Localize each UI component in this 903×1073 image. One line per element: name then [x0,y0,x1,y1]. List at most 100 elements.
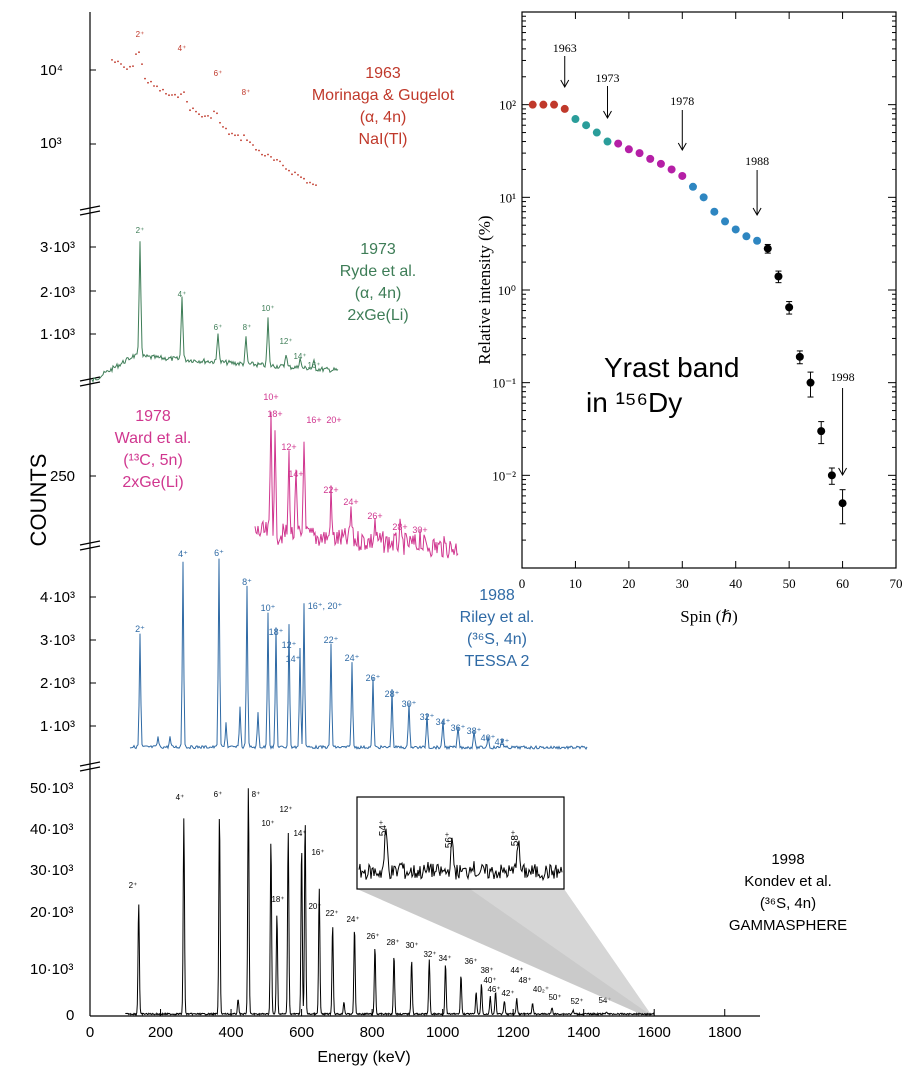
peak-1973-14: 14⁺ [293,352,306,361]
yrast-point-1978 [614,139,623,148]
spectrum-1963-dot [150,80,152,83]
label-1973-year: 1973 [360,241,396,258]
peak-1978-12: 12+ [281,442,296,452]
peak-1998-52: 52⁺ [570,997,583,1006]
spectrum-1963-dot [255,148,257,151]
peak-1988-42: 42⁺ [495,737,510,747]
peak-1998-30: 30⁺ [405,941,418,950]
energy-tick-label: 1600 [638,1024,671,1041]
spectrum-1963-dot [111,59,113,61]
spectrum-1963-dot [309,181,311,184]
inset-peak-56: 56⁺ [444,832,455,848]
peak-1988-24: 24⁺ [345,653,360,663]
label-1988-reaction: (³⁶S, 4n) [467,631,527,648]
spectrum-1963-dot [225,127,227,130]
ytick-1998-0: 50·10³ [30,780,73,797]
peak-1978-20: 20+ [326,415,341,425]
spectrum-1963-dot [147,81,149,84]
yrast-xtick-label: 40 [729,576,742,591]
spectrum-1963-dot [246,139,248,142]
yrast-point-1978 [635,149,644,158]
peak-1998-4: 4⁺ [176,793,185,802]
label-1998-reaction: (³⁶S, 4n) [760,895,816,912]
peak-1963-2: 2⁺ [136,30,145,39]
spectrum-1963-dot [207,115,209,117]
label-1978-detector: 2xGe(Li) [122,474,183,491]
ytick-1998-4: 10·10³ [30,961,73,978]
yrast-point-1988 [699,193,708,202]
spectrum-1963-dot [276,158,278,161]
peak-1973-6: 6⁺ [214,323,223,332]
peak-1998-36: 36⁺ [464,957,477,966]
peak-1973-16: 16⁺ [307,361,320,370]
inset-peak-58: 58⁺ [510,830,521,846]
spectrum-1963-dot [132,65,134,67]
spectrum-1963-dot [258,149,260,152]
spectrum-1963-dot [219,121,221,124]
energy-tick-label: 200 [148,1024,173,1041]
peak-1963-8: 8⁺ [242,88,251,97]
spectrum-1978 [254,411,459,559]
peak-1973-4: 4⁺ [178,290,187,299]
yrast-point-1988 [721,217,730,226]
spectra [91,51,655,1017]
spectrum-1963-dot [294,171,296,174]
peak-1988-2: 2⁺ [135,624,145,634]
peak-1998-44: 44⁺ [510,966,523,975]
label-1963-reaction: (α, 4n) [360,109,407,126]
yrast-ytick-label: 10⁰ [498,283,516,298]
yrast-arrowhead [560,79,570,89]
label-1978-year: 1978 [135,408,171,425]
yrast-point-1998 [763,244,772,253]
ytick-1988-0: 4·10³ [40,589,75,606]
peak-1998-48: 48⁺ [518,976,531,985]
label-1988-detector: TESSA 2 [465,653,530,670]
yrast-ytick-label: 10⁻¹ [492,376,516,391]
spectrum-1963-dot [174,93,176,96]
yrast-ytick-label: 10¹ [499,190,516,205]
spectrum-1963-dot [168,94,170,97]
panel-1998: 50·10³ 40·10³ 30·10³ 20·10³ 10·10³ 0 199… [30,780,847,1024]
peak-1998-12: 12⁺ [279,805,292,814]
peak-1998-18: 18⁺ [271,895,284,904]
yrast-point-1988 [731,225,740,234]
spectrum-1963-dot [123,66,125,68]
spectrum-1963-dot [222,126,224,128]
counts-label: COUNTS [26,454,51,547]
spectrum-1963-dot [159,89,161,92]
spectrum-1963-dot [300,176,302,179]
spectrum-1963-dot [270,156,272,158]
spectrum-1963-dot [249,141,251,144]
energy-tick-label: 400 [219,1024,244,1041]
peak-1978-26: 26+ [367,511,382,521]
spectrum-1963-dot [306,182,308,184]
peak-1998-46: 46⁺ [487,985,500,994]
yrast-point-1973 [571,115,580,124]
spectrum-1963-dot [183,91,185,93]
yrast-point-1998 [785,303,794,312]
spectrum-1963-dot [126,68,128,70]
inset-box [356,796,565,890]
spectrum-1963-dot [240,139,242,142]
ytick-1988-1: 3·10³ [40,632,75,649]
yrast-point-1973 [582,121,591,130]
ytick-1963-1: 10³ [40,135,62,152]
yrast-ticks: 0 10 20 30 40 50 60 70 10⁻² 10⁻¹ 10⁰ 10¹ 10² [492,12,903,591]
yrast-arrowhead [677,142,687,152]
peak-1998-26: 26⁺ [366,932,379,941]
label-1998-year: 1998 [771,851,804,868]
spectrum-1963-dot [195,110,197,113]
energy-tick-label: 0 [86,1024,94,1041]
peak-1998-24: 24⁺ [346,915,359,924]
ytick-1963-0: 10⁴ [40,62,63,79]
peak-1963-4: 4⁺ [178,44,187,53]
label-1963-detector: NaI(Tl) [359,131,408,148]
peak-1998-10: 10⁺ [261,819,274,828]
spectrum-1963-dot [165,92,167,95]
yrast-arrowhead [603,110,612,120]
spectrum-1963-dot [312,183,314,186]
spectrum-1963-dot [120,63,122,65]
ytick-1978-0: 250 [50,468,75,485]
label-1998-authors: Kondev et al. [744,873,832,890]
panel-1978: 250 1978 Ward et al. (¹³C, 5n) 2xGe(Li) … [50,392,428,535]
